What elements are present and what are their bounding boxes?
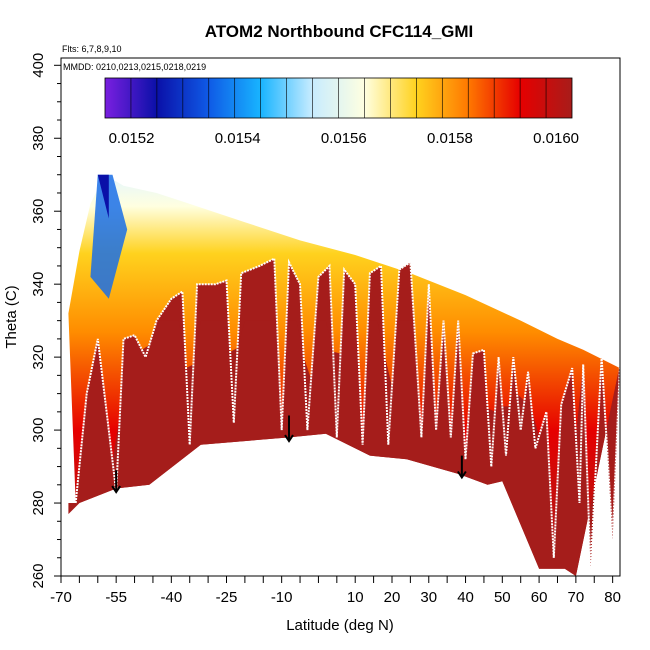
arrow-3	[457, 455, 467, 480]
chart-title: ATOM2 Northbound CFC114_GMI	[205, 22, 474, 41]
colorbar-tick-label: 0.0152	[109, 130, 155, 147]
y-tick-label: 340	[30, 272, 47, 297]
y-tick-label: 320	[30, 345, 47, 370]
y-tick-label: 280	[30, 491, 47, 516]
colorbar-tick-label: 0.0160	[533, 130, 579, 147]
plot-frame	[60, 57, 621, 577]
x-tick-label: -70	[50, 589, 72, 606]
x-tick-label: 30	[420, 589, 437, 606]
dark-blue-core-region	[97, 174, 109, 219]
x-tick-label: -55	[105, 589, 127, 606]
dates-note: MMDD: 0210,0213,0215,0218,0219	[63, 62, 206, 72]
blue-core-region	[90, 174, 128, 299]
lower-body-region	[68, 320, 620, 576]
x-tick-label: 40	[457, 589, 474, 606]
arrow-1	[111, 470, 121, 494]
plot-area	[68, 174, 621, 576]
y-tick-label: 260	[30, 563, 47, 588]
colorbar-tick-label: 0.0158	[427, 130, 473, 147]
colorbar-tick-label: 0.0156	[321, 130, 367, 147]
x-tick-label: 50	[494, 589, 511, 606]
flights-note: Flts: 6,7,8,9,10	[62, 44, 122, 54]
arrow-2	[284, 415, 294, 443]
colored-upper-region	[68, 174, 620, 569]
x-tick-label: 20	[384, 589, 401, 606]
colorbar: 0.0152 0.0154 0.0156 0.0158 0.0160	[104, 77, 579, 147]
y-tick-label: 300	[30, 418, 47, 443]
x-tick-label: 10	[347, 589, 364, 606]
y-tick-label: 360	[30, 199, 47, 224]
colorbar-frame	[104, 77, 573, 119]
flight-track-line	[74, 257, 621, 569]
x-tick-label: -25	[216, 589, 238, 606]
x-tick-label: -40	[160, 589, 182, 606]
y-tick-label: 380	[30, 126, 47, 151]
y-tick-label: 400	[30, 53, 47, 78]
y-axis: 260 280 300 320 340 360 380 400	[30, 53, 61, 589]
colorbar-tick-label: 0.0154	[215, 130, 261, 147]
x-tick-label: 60	[531, 589, 548, 606]
x-tick-label: 80	[604, 589, 621, 606]
y-axis-label: Theta (C)	[3, 285, 20, 348]
x-tick-label: 70	[568, 589, 585, 606]
x-axis-label: Latitude (deg N)	[286, 617, 394, 634]
x-tick-label: -10	[271, 589, 293, 606]
x-axis: -70 -55 -40 -25 -10 10 20 30 40 50 60 70 80	[50, 576, 621, 606]
